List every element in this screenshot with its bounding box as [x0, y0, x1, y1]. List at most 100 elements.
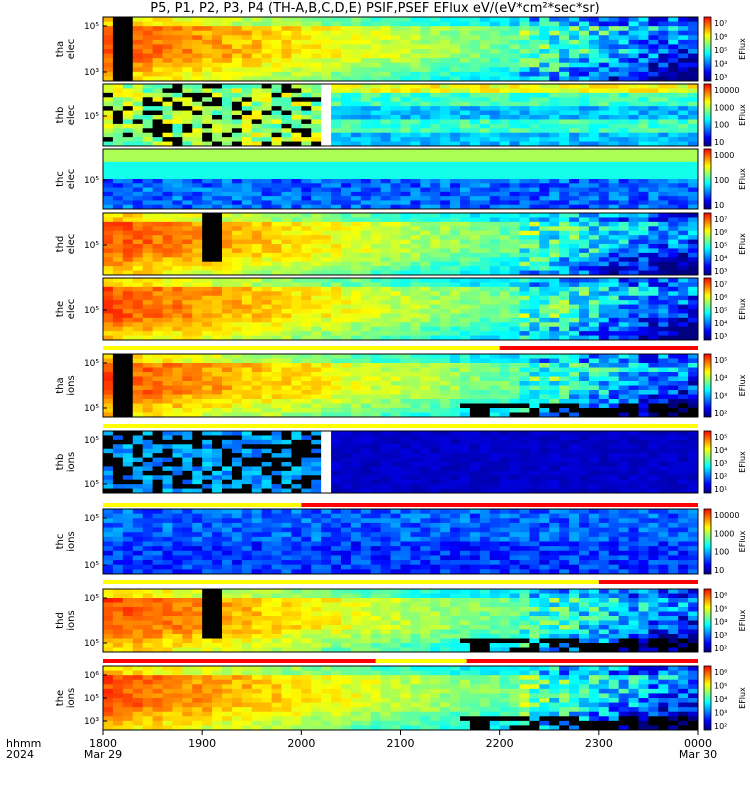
spectrogram-cell: [420, 304, 431, 310]
spectrogram-cell: [638, 213, 649, 218]
spectrogram-cell: [182, 128, 193, 134]
spectrogram-cell: [202, 217, 213, 223]
spectrogram-cell: [311, 44, 322, 50]
spectrogram-cell: [588, 71, 600, 77]
spectrogram-cell: [579, 295, 590, 301]
spectrogram-cell: [112, 157, 124, 163]
spectrogram-cell: [360, 390, 372, 395]
spectrogram-cell: [479, 200, 491, 206]
spectrogram-cell: [529, 200, 540, 206]
spectrogram-cell: [182, 39, 193, 45]
spectrogram-cell: [152, 363, 163, 368]
spectrogram-cell: [380, 295, 391, 301]
spectrogram-cell: [559, 304, 570, 310]
spectrogram-cell: [182, 266, 193, 271]
spectrogram-cell: [469, 300, 481, 305]
spectrogram-cell: [460, 270, 471, 276]
spectrogram-cell: [519, 213, 530, 218]
spectrogram-cell: [430, 244, 441, 249]
spectrogram-cell: [668, 53, 679, 59]
spectrogram-cell: [152, 354, 163, 359]
spectrogram-cell: [331, 97, 342, 103]
spectrogram-cell: [192, 132, 203, 138]
spectrogram-cell: [638, 270, 649, 276]
spectrogram-cell: [608, 309, 620, 314]
spectrogram-cell: [549, 183, 560, 188]
spectrogram-cell: [569, 376, 580, 382]
spectrogram-cell: [182, 101, 193, 107]
spectrogram-cell: [301, 213, 312, 218]
spectrogram-cell: [251, 317, 263, 323]
spectrogram-cell: [430, 226, 441, 232]
spectrogram-cell: [331, 153, 342, 158]
spectrogram-cell: [479, 44, 491, 50]
spectrogram-cell: [202, 244, 213, 249]
spectrogram-cell: [618, 110, 629, 116]
spectrogram-cell: [499, 166, 510, 171]
spectrogram-cell: [410, 166, 421, 171]
spectrogram-cell: [549, 252, 560, 258]
spectrogram-cell: [400, 161, 411, 167]
spectrogram-cell: [251, 282, 263, 288]
spectrogram-cell: [222, 335, 233, 341]
spectrogram-cell: [222, 363, 233, 368]
spectrogram-cell: [142, 331, 153, 336]
spectrogram-cell: [489, 230, 501, 236]
spectrogram-cell: [132, 84, 144, 89]
spectrogram-cell: [271, 67, 282, 73]
spectrogram-cell: [261, 35, 272, 41]
spectrogram-cell: [122, 381, 134, 386]
spectrogram-cell: [469, 326, 481, 332]
spectrogram-cell: [370, 191, 382, 197]
spectrogram-cell: [440, 326, 451, 332]
spectrogram-cell: [489, 17, 501, 22]
spectrogram-cell: [103, 244, 114, 249]
spectrogram-cell: [251, 335, 263, 341]
spectrogram-cell: [509, 35, 520, 41]
spectrogram-cell: [440, 110, 451, 116]
spectrogram-cell: [350, 291, 362, 297]
spectrogram-cell: [212, 412, 223, 418]
spectrogram-cell: [222, 286, 233, 292]
spectrogram-cell: [519, 261, 530, 267]
spectrogram-cell: [301, 270, 312, 276]
spectrogram-cell: [460, 390, 471, 395]
spectrogram-cell: [202, 317, 213, 323]
spectrogram-cell: [103, 376, 114, 382]
spectrogram-cell: [360, 17, 372, 22]
spectrogram-cell: [301, 244, 312, 249]
spectrogram-cell: [261, 84, 272, 89]
spectrogram-cell: [103, 191, 114, 197]
spectrogram-cell: [499, 286, 510, 292]
spectrogram-cell: [598, 300, 610, 305]
spectrogram-cell: [241, 217, 253, 223]
spectrogram-cell: [360, 149, 372, 154]
spectrogram-cell: [281, 282, 292, 288]
spectrogram-cell: [499, 335, 510, 341]
spectrogram-cell: [430, 390, 441, 395]
spectrogram-cell: [688, 270, 699, 276]
spectrogram-cell: [440, 200, 451, 206]
spectrogram-cell: [430, 128, 441, 134]
spectrogram-cell: [202, 381, 213, 386]
spectrogram-cell: [380, 170, 391, 176]
spectrogram-cell: [598, 67, 610, 73]
colorbar-label: EFlux: [738, 38, 747, 60]
spectrogram-cell: [598, 84, 610, 89]
spectrogram-cell: [489, 26, 501, 32]
spectrogram-cell: [638, 161, 649, 167]
spectrogram-cell: [638, 71, 649, 77]
spectrogram-cell: [410, 394, 421, 400]
spectrogram-cell: [430, 106, 441, 111]
spectrogram-cell: [261, 390, 272, 395]
spectrogram-cell: [648, 62, 659, 68]
spectrogram-cell: [400, 35, 411, 41]
spectrogram-cell: [341, 153, 352, 158]
spectrogram-cell: [569, 183, 580, 188]
spectrogram-cell: [688, 26, 699, 32]
spectrogram-cell: [529, 331, 540, 336]
spectrogram-cell: [410, 183, 421, 188]
spectrogram-cell: [628, 309, 639, 314]
spectrogram-cell: [410, 76, 421, 82]
spectrogram-cell: [112, 92, 124, 98]
